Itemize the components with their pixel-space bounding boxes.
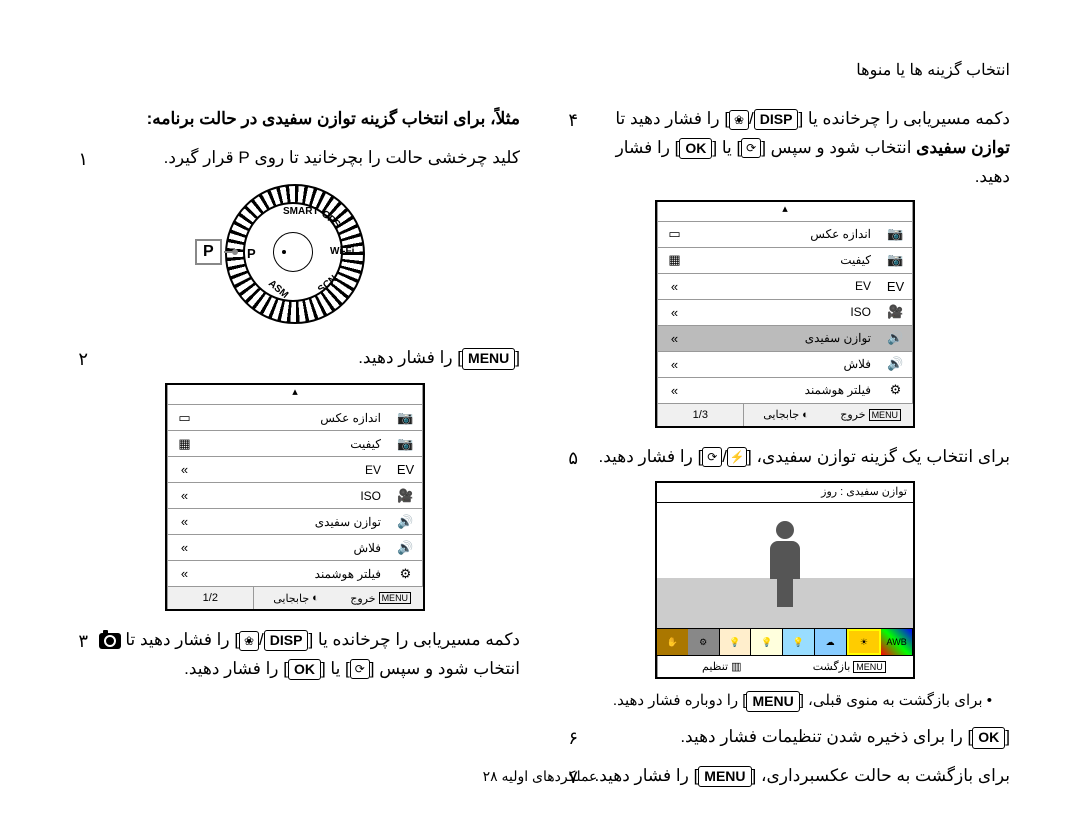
thumb: ⚙ xyxy=(688,629,720,655)
lcd-menu-1: ▴ 📷اندازه عکس▭ 📷کیفیت▦ EVEV» 🎥ISO» 🔊تواز… xyxy=(165,383,425,611)
thumb: 💡 xyxy=(720,629,752,655)
step-num: ۳ xyxy=(70,626,88,684)
camera2-icon: 📷 xyxy=(389,431,423,456)
sound-icon: 🔊 xyxy=(389,509,423,534)
step-1: ۱ کلید چرخشی حالت را بچرخانید تا روی P ق… xyxy=(70,144,520,175)
video-icon: 🎥 xyxy=(389,483,423,508)
sound2-icon: 🔊 xyxy=(879,352,913,377)
wb-thumbnails: AWB ☀ ☁ 💡 💡 💡 ⚙ ✋ xyxy=(657,628,913,655)
ok-key: OK xyxy=(679,138,712,160)
video-icon: 🎥 xyxy=(879,300,913,325)
thumb-selected: ☀ xyxy=(847,629,882,655)
page-header: انتخاب گزینه ها یا منوها xyxy=(70,60,1010,80)
thumb: ☁ xyxy=(815,629,847,655)
disp-key: DISP xyxy=(264,630,309,652)
step-num: ۴ xyxy=(560,105,578,192)
step-text: کلید چرخشی حالت را بچرخانید تا روی P قرا… xyxy=(98,144,520,175)
step-num: ۲ xyxy=(70,344,88,375)
camera2-icon: 📷 xyxy=(879,248,913,273)
sound2-icon: 🔊 xyxy=(389,535,423,560)
step-6: ۶ [OK] را برای ذخیره شدن تنظیمات فشار ده… xyxy=(560,723,1010,754)
ok-key: OK xyxy=(288,659,321,681)
page-footer: عملکردهای اولیه ۲۸ xyxy=(0,768,1080,785)
step-2: ۲ [MENU] را فشار دهید. xyxy=(70,344,520,375)
step-text: دکمه مسیریابی را چرخانده یا [DISP/❀] را … xyxy=(588,105,1010,192)
intro: مثلاً، برای انتخاب گزینه توازن سفیدی در … xyxy=(70,105,520,134)
left-column: ۴ دکمه مسیریابی را چرخانده یا [DISP/❀] ر… xyxy=(560,105,1010,800)
ev-icon: EV xyxy=(879,274,913,299)
dial-wifi: Wi-Fi xyxy=(330,246,354,257)
flash-icon: ⚡ xyxy=(727,447,747,467)
camera-icon: 📷 xyxy=(879,222,913,247)
timer-icon: ⟳ xyxy=(350,659,370,679)
menu-key: MENU xyxy=(462,348,515,370)
step-text: برای انتخاب یک گزینه توازن سفیدی، [⚡/⟳] … xyxy=(588,443,1010,474)
dial-smart: SMART xyxy=(283,206,319,217)
gear-icon: ⚙ xyxy=(389,561,423,586)
menu-key: MENU xyxy=(746,691,799,713)
thumb: 💡 xyxy=(783,629,815,655)
thumb: 💡 xyxy=(751,629,783,655)
disp-key: DISP xyxy=(754,109,799,131)
step-text: [MENU] را فشار دهید. xyxy=(98,344,520,375)
right-column: مثلاً، برای انتخاب گزینه توازن سفیدی در … xyxy=(70,105,520,800)
preview-title: توازن سفیدی : روز xyxy=(657,483,913,503)
sound-icon: 🔊 xyxy=(879,326,913,351)
step-5: ۵ برای انتخاب یک گزینه توازن سفیدی، [⚡/⟳… xyxy=(560,443,1010,474)
step-4: ۴ دکمه مسیریابی را چرخانده یا [DISP/❀] ر… xyxy=(560,105,1010,192)
camera-icon xyxy=(99,633,121,649)
step-num: ۶ xyxy=(560,723,578,754)
gear-icon: ⚙ xyxy=(879,378,913,403)
ok-key: OK xyxy=(972,727,1005,749)
wb-preview: توازن سفیدی : روز AWB ☀ ☁ 💡 💡 💡 ⚙ ✋ xyxy=(655,481,915,679)
flower-icon: ❀ xyxy=(729,110,749,130)
step-num: ۵ xyxy=(560,443,578,474)
timer-icon: ⟳ xyxy=(741,138,761,158)
thumb: AWB xyxy=(881,629,913,655)
ev-icon: EV xyxy=(389,457,423,482)
step-text: [OK] را برای ذخیره شدن تنظیمات فشار دهید… xyxy=(588,723,1010,754)
step-text: دکمه مسیریابی را چرخانده یا [DISP/❀] را … xyxy=(98,626,520,684)
dial-p-label: P xyxy=(247,246,256,261)
timer-icon: ⟳ xyxy=(702,447,722,467)
mode-dial: SMART GPS Wi-Fi SCN ASM P P xyxy=(225,184,365,324)
dial-p-callout: P xyxy=(195,239,222,265)
step-3: ۳ دکمه مسیریابی را چرخانده یا [DISP/❀] ر… xyxy=(70,626,520,684)
bullet-note: • برای بازگشت به منوی قبلی، [MENU] را دو… xyxy=(560,689,1010,713)
thumb: ✋ xyxy=(657,629,688,655)
flower-icon: ❀ xyxy=(239,631,259,651)
camera-icon: 📷 xyxy=(389,405,423,430)
person-silhouette xyxy=(770,521,800,607)
step-num: ۱ xyxy=(70,144,88,175)
lcd-menu-2: ▴ 📷اندازه عکس▭ 📷کیفیت▦ EVEV» 🎥ISO» 🔊تواز… xyxy=(655,200,915,428)
